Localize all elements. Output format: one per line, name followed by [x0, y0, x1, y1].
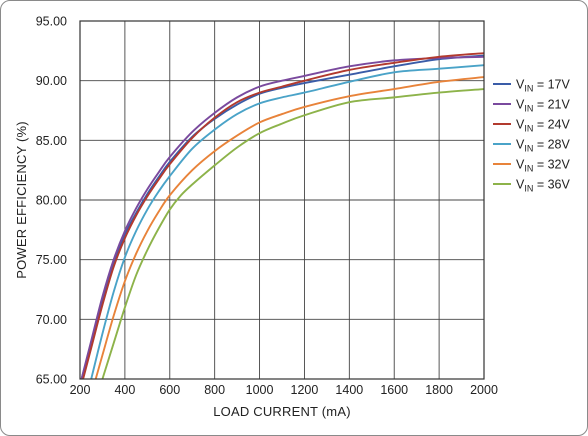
legend-label-subscript: IN — [524, 84, 533, 94]
legend-label: VIN = 24V — [516, 118, 570, 134]
y-tick-label: 70.00 — [36, 313, 67, 327]
legend-label-main: V — [516, 178, 525, 192]
legend-label-value: = 17V — [533, 78, 570, 92]
legend-label-value: = 28V — [533, 138, 570, 152]
x-tick-label: 800 — [204, 383, 225, 397]
x-tick-label: 1400 — [335, 383, 363, 397]
x-tick-label: 1600 — [380, 383, 408, 397]
legend-label-main: V — [516, 118, 525, 132]
x-tick-label: 200 — [70, 383, 91, 397]
y-tick-label: 90.00 — [36, 74, 67, 88]
plot-border — [79, 20, 485, 380]
legend-label-main: V — [516, 138, 525, 152]
x-tick-label: 1000 — [246, 383, 274, 397]
y-axis-label: POWER EFFICIENCY (%) — [14, 121, 29, 279]
y-tick-label: 75.00 — [36, 253, 67, 267]
series-line-6 — [101, 88, 484, 379]
x-tick-label: 400 — [114, 383, 135, 397]
y-tick-label: 85.00 — [36, 134, 67, 148]
legend-label-value: = 24V — [533, 118, 570, 132]
legend-label-value: = 21V — [533, 98, 570, 112]
legend-label: VIN = 21V — [516, 98, 570, 114]
series-layer — [80, 52, 484, 379]
legend-label: VIN = 17V — [516, 78, 570, 94]
legend-label-subscript: IN — [524, 184, 533, 194]
y-tick-label: 95.00 — [36, 15, 67, 29]
legend-label: VIN = 28V — [516, 138, 570, 154]
x-tick-labels: 200 400 600 800 1000 1200 1400 1600 1800 2000 — [70, 383, 498, 397]
legend-label-main: V — [516, 98, 525, 112]
legend-label-value: = 32V — [533, 158, 570, 172]
legend-label-value: = 36V — [533, 178, 570, 192]
legend-label: VIN = 36V — [516, 178, 570, 194]
y-tick-labels: 65.00 70.00 75.00 80.00 85.00 90.00 95.00 — [36, 15, 67, 387]
legend-label-main: V — [516, 78, 525, 92]
y-tick-label: 80.00 — [36, 194, 67, 208]
series-line-3 — [82, 52, 484, 379]
legend-label-subscript: IN — [524, 144, 533, 154]
y-tick-label: 65.00 — [36, 373, 67, 387]
series-line-4 — [90, 64, 484, 379]
legend-label: VIN = 32V — [516, 158, 570, 174]
x-tick-label: 1800 — [425, 383, 453, 397]
x-tick-label: 2000 — [470, 383, 498, 397]
x-tick-label: 1200 — [291, 383, 319, 397]
x-axis-label: LOAD CURRENT (mA) — [213, 404, 351, 419]
series-line-5 — [94, 76, 484, 379]
legend-label-subscript: IN — [524, 124, 533, 134]
legend-label-main: V — [516, 158, 525, 172]
legend-label-subscript: IN — [524, 164, 533, 174]
x-tick-label: 600 — [159, 383, 180, 397]
legend-label-subscript: IN — [524, 104, 533, 114]
series-line-2 — [80, 55, 484, 379]
